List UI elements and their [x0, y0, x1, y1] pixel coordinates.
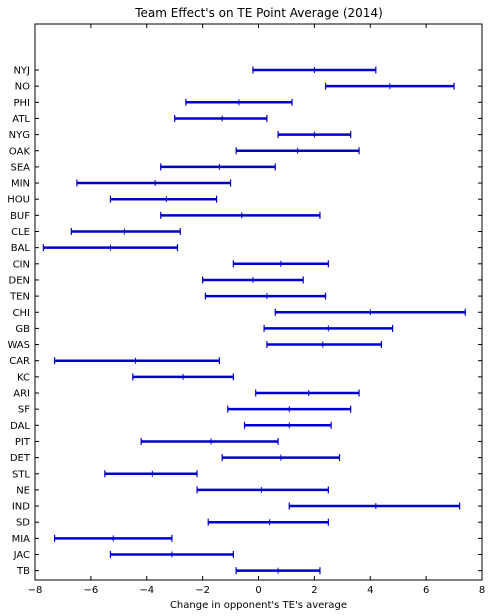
errorbar-no [324, 82, 455, 90]
y-tick-label: BUF [10, 211, 30, 222]
errorbar-pit [140, 437, 279, 445]
errorbar-jac [109, 551, 234, 558]
y-tick-label: DET [10, 453, 31, 464]
y-tick-label: OAK [9, 146, 31, 157]
y-tick-label: WAS [7, 340, 30, 351]
errorbar-stl [104, 470, 198, 478]
errorbar-min [76, 179, 232, 187]
x-tick-label: −8 [28, 585, 43, 596]
errorbar-sea [160, 163, 276, 171]
axis-ticks-layer: NYJ NO PHI ATL NYG OAK SEA MIN HOU BUF CLE BAL CIN DE… [7, 24, 485, 596]
y-tick-label: TEN [9, 292, 30, 303]
y-tick-label: CAR [9, 356, 30, 367]
errorbar-car [53, 357, 220, 365]
errorbar-ari [255, 389, 360, 397]
errorbar-bal [42, 244, 179, 252]
errorbar-ne [196, 486, 329, 494]
errorbar-hou [109, 195, 218, 203]
y-tick-label: NYJ [13, 66, 30, 77]
x-tick-label: 6 [423, 585, 429, 596]
y-tick-label: NE [16, 485, 30, 496]
x-tick-label: 4 [367, 585, 373, 596]
x-tick-label: −4 [139, 585, 154, 596]
y-tick-label: SF [18, 405, 30, 416]
y-tick-label: TB [16, 566, 30, 577]
y-tick-label: STL [12, 469, 30, 480]
errorbar-tb [235, 567, 321, 575]
errorbar-chi [274, 308, 466, 316]
errorbar-nyj [252, 66, 377, 74]
x-tick-label: −2 [195, 585, 210, 596]
y-tick-label: DAL [10, 421, 30, 432]
y-tick-label: NYG [9, 130, 30, 141]
y-tick-label: CHI [13, 308, 30, 319]
x-axis-label: Change in opponent's TE's average [170, 600, 347, 611]
y-tick-label: KC [17, 372, 30, 383]
errorbar-cin [232, 260, 329, 268]
errorbar-cle [70, 228, 181, 235]
y-tick-label: ATL [12, 114, 30, 125]
y-tick-label: IND [12, 502, 30, 513]
errorbar-oak [235, 147, 360, 155]
errorbar-sf [227, 405, 352, 413]
errorbar-phi [185, 98, 293, 106]
errorbar-buf [160, 211, 321, 219]
errorbar-atl [174, 114, 268, 122]
y-tick-label: GB [15, 324, 30, 335]
errorbar-det [221, 454, 341, 462]
y-tick-label: CIN [13, 259, 30, 270]
y-tick-label: ARI [13, 389, 30, 400]
errorbar-dal [243, 421, 332, 429]
errorbar-ten [204, 292, 327, 300]
y-tick-label: MIA [12, 534, 31, 545]
y-tick-label: DEN [9, 275, 31, 286]
errorbar-was [266, 341, 383, 349]
chart-title: Team Effect's on TE Point Average (2014) [134, 6, 383, 20]
errorbar-ind [288, 502, 461, 510]
x-tick-label: 0 [255, 585, 261, 596]
y-tick-label: NO [15, 82, 30, 93]
errorbar-mia [53, 534, 173, 542]
x-tick-label: 2 [311, 585, 317, 596]
y-tick-label: PIT [15, 437, 31, 448]
y-tick-label: SEA [10, 162, 30, 173]
plot-frame [34, 23, 483, 581]
y-tick-label: HOU [7, 195, 30, 206]
y-tick-label: BAL [11, 243, 31, 254]
error-bars-layer [42, 66, 466, 575]
y-tick-label: JAC [13, 550, 30, 561]
y-tick-label: MIN [11, 179, 30, 190]
y-tick-label: CLE [11, 227, 30, 238]
x-tick-label: 8 [479, 585, 485, 596]
y-tick-label: SD [16, 518, 30, 529]
errorbar-gb [263, 324, 394, 332]
errorbar-nyg [277, 131, 352, 139]
errorbar-sd [207, 518, 329, 526]
x-tick-label: −6 [84, 585, 99, 596]
errorbar-den [202, 276, 304, 284]
y-tick-label: PHI [14, 98, 31, 109]
errorbar-kc [132, 373, 234, 381]
